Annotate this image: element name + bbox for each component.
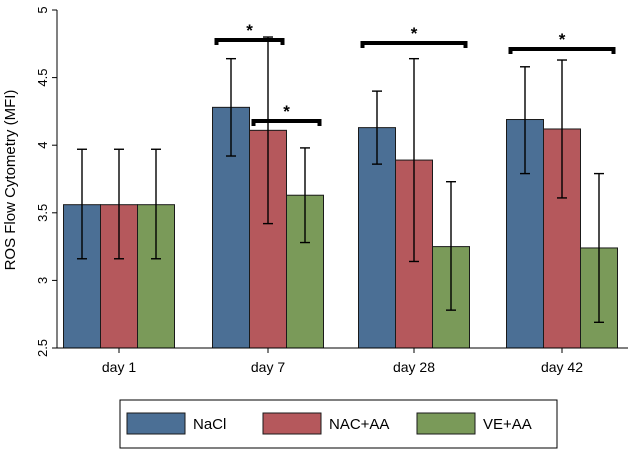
legend: NaCl NAC+AA VE+AA <box>119 399 558 449</box>
error-bar-nacl-day-42 <box>520 66 530 175</box>
significance-label: * <box>559 30 566 49</box>
y-tick-label: 2.5 <box>35 339 50 357</box>
x-tick-label-day-28: day 28 <box>393 359 435 375</box>
significance-bracket-day-42-4: * <box>508 30 616 54</box>
legend-item-ve-aa: VE+AA <box>416 412 532 435</box>
significance-label: * <box>411 24 418 43</box>
error-bar-ve-aa-day-7 <box>300 147 310 244</box>
error-bar-nac-aa-day-28 <box>409 57 419 263</box>
x-tick-label-day-42: day 42 <box>541 359 583 375</box>
error-bar-nac-aa-day-1 <box>114 148 124 260</box>
error-bar-ve-aa-day-42 <box>594 172 604 324</box>
x-tick-label-day-1: day 1 <box>102 359 136 375</box>
legend-label: NaCl <box>193 416 226 433</box>
x-tick-label-day-7: day 7 <box>251 359 285 375</box>
error-bar-nac-aa-day-42 <box>557 59 567 199</box>
y-tick-label: 5 <box>35 6 50 13</box>
error-bar-nacl-day-1 <box>77 148 87 260</box>
error-bar-ve-aa-day-1 <box>151 148 161 260</box>
axes: 2.5 3 3.5 4 4.5 5 day 1 day 7 day 28 day 42 <box>35 6 628 375</box>
legend-swatch <box>126 412 186 435</box>
significance-bracket-day-7-1: * <box>214 21 285 45</box>
y-tick-label: 3 <box>35 277 50 284</box>
error-bar-ve-aa-day-28 <box>446 181 456 311</box>
y-tick-label: 4.5 <box>35 69 50 87</box>
significance-bracket-day-7-2: * <box>251 102 322 126</box>
y-tick-label: 3.5 <box>35 204 50 222</box>
legend-swatch <box>262 412 322 435</box>
y-axis-title: ROS Flow Cytometry (MFI) <box>2 90 19 271</box>
legend-box <box>119 399 558 449</box>
error-bar-nac-aa-day-7 <box>263 36 273 225</box>
legend-swatch <box>416 412 476 435</box>
y-tick-label: 4 <box>35 142 50 149</box>
error-bar-nacl-day-7 <box>226 57 236 157</box>
error-bar-nacl-day-28 <box>372 90 382 165</box>
legend-label: VE+AA <box>483 416 532 433</box>
legend-label: NAC+AA <box>329 416 389 433</box>
legend-item-nac-aa: NAC+AA <box>262 412 389 435</box>
plot-area: * * * * <box>63 21 618 349</box>
legend-item-nacl: NaCl <box>126 412 226 435</box>
significance-label: * <box>283 102 290 121</box>
significance-label: * <box>246 21 253 40</box>
significance-bracket-day-28-3: * <box>360 24 468 48</box>
